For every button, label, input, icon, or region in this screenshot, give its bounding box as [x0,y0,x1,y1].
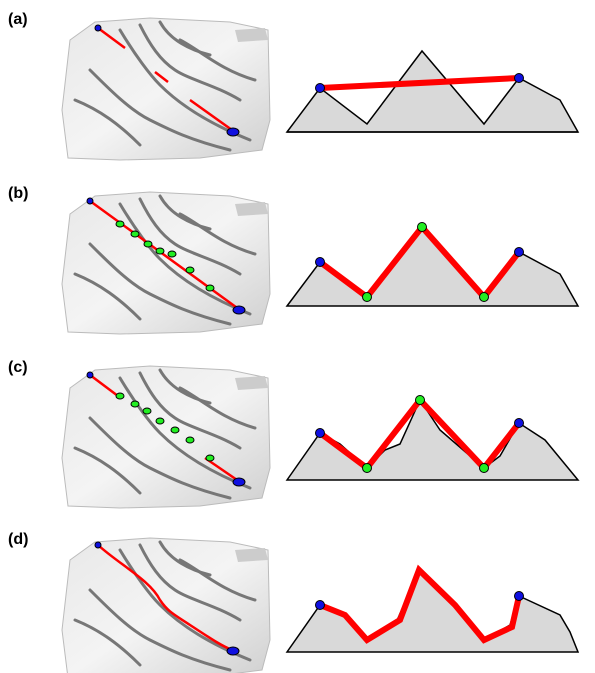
endpoint [316,84,325,93]
panel-c: (c) [8,359,578,508]
panel-a: (a) [8,11,578,160]
panel-b: (b) [8,185,578,334]
endpoint [95,25,101,31]
panel-label: (d) [8,531,28,548]
terrain-image [62,18,270,160]
figure: (a) (b) (c) [0,0,595,673]
panel-label: (b) [8,185,28,202]
terrain-image [62,366,270,508]
endpoint [227,128,239,136]
endpoint [515,74,524,83]
panel-d: (d) [8,531,578,673]
profile [287,51,578,132]
panel-label: (c) [8,359,28,376]
panel-label: (a) [8,11,28,28]
